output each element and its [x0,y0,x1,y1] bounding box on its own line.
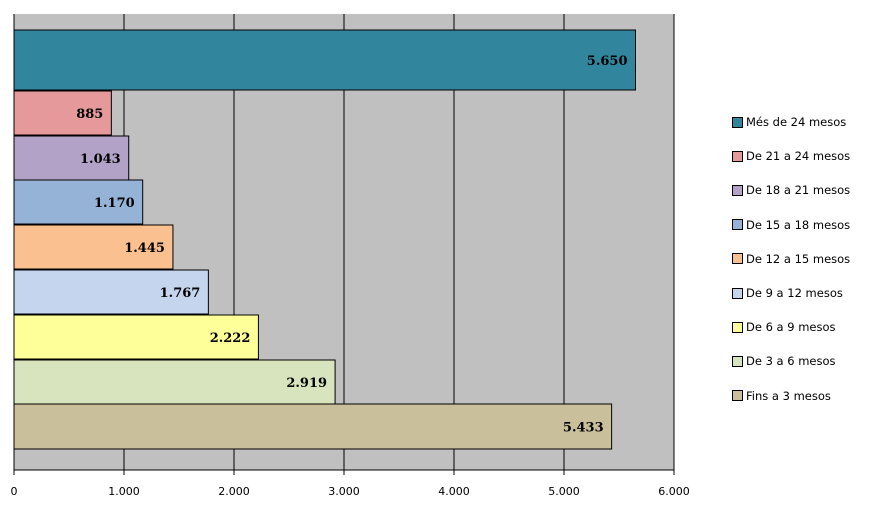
legend-item: De 3 a 6 mesos [732,344,872,378]
legend-label: De 6 a 9 mesos [746,320,836,335]
legend-swatch [732,253,743,265]
data-label: 2.222 [210,331,251,346]
legend-swatch [732,355,743,367]
data-label: 5.650 [587,54,628,69]
data-labels: 5.650 885 1.043 1.170 1.445 1.767 2.222 2.919 5.… [76,54,627,436]
legend-label: Fins a 3 mesos [746,388,831,403]
data-label: 1.767 [160,286,201,301]
legend-swatch [732,287,743,299]
bar [13,403,613,450]
bar [13,179,144,225]
legend-swatch [732,184,743,196]
bar [13,269,209,315]
x-tick-label: 3.000 [328,485,360,498]
legend-label: De 3 a 6 mesos [746,354,836,369]
legend-label: De 15 a 18 mesos [746,217,851,232]
legend-item: De 18 a 21 mesos [732,173,872,207]
legend-swatch [732,390,743,402]
x-tick-label: 4.000 [438,485,470,498]
legend-item: Fins a 3 mesos [732,379,872,413]
legend-item: De 6 a 9 mesos [732,310,872,344]
x-tick-label: 0 [11,485,18,498]
bar [13,29,636,91]
legend-label: De 18 a 21 mesos [746,183,851,198]
data-label: 5.433 [563,421,604,436]
legend-swatch [732,116,743,128]
x-axis: 0 1.000 2.000 3.000 4.000 5.000 6.000 [11,14,690,498]
legend-item: De 21 a 24 mesos [732,139,872,173]
legend-item: Més de 24 mesos [732,105,872,139]
legend-label: De 21 a 24 mesos [746,149,851,164]
x-tick-label: 6.000 [658,485,690,498]
x-tick-label: 1.000 [108,485,140,498]
legend-swatch [732,321,743,333]
bar [13,314,259,360]
legend-item: De 12 a 15 mesos [732,242,872,276]
legend-item: De 15 a 18 mesos [732,208,872,242]
data-label: 885 [76,107,103,122]
bars [13,29,636,450]
legend-item: De 9 a 12 mesos [732,276,872,310]
data-label: 1.445 [124,241,165,256]
data-label: 1.170 [94,196,135,211]
legend-label: De 9 a 12 mesos [746,286,843,301]
x-tick-label: 2.000 [218,485,250,498]
legend-label: Més de 24 mesos [746,115,847,130]
data-label: 2.919 [286,376,327,391]
legend-label: De 12 a 15 mesos [746,251,851,266]
legend-swatch [732,219,743,231]
bar [13,224,174,270]
x-tick-label: 5.000 [548,485,580,498]
legend-swatch [732,150,743,162]
bar [13,359,336,405]
legend: Més de 24 mesos De 21 a 24 mesos De 18 a 2… [732,105,872,413]
bar [13,90,112,136]
data-label: 1.043 [80,152,121,167]
